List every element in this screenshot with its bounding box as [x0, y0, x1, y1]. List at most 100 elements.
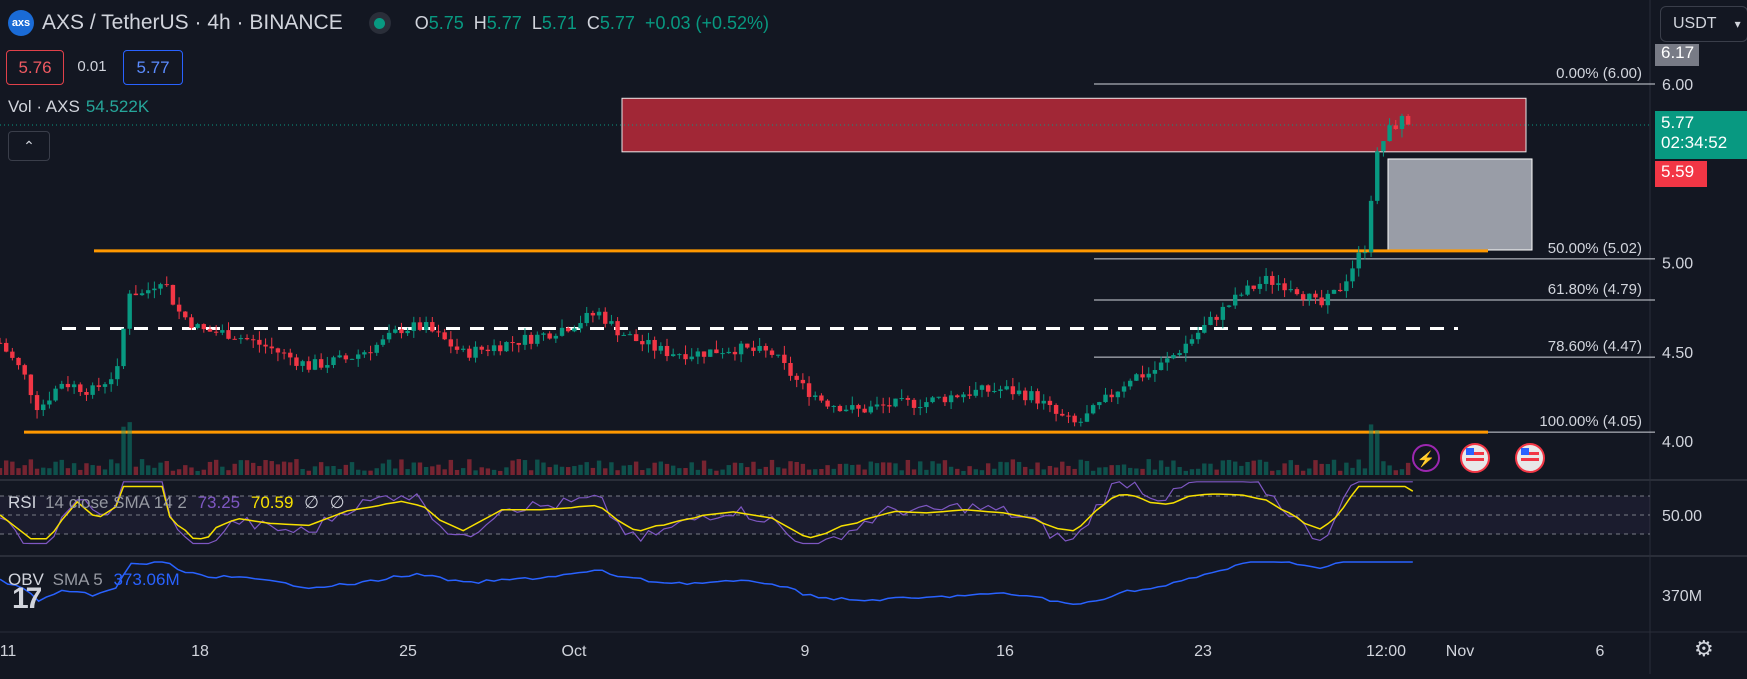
- candle-body: [615, 321, 620, 336]
- candle-body: [461, 348, 466, 350]
- volume-bar: [800, 463, 806, 475]
- volume-bar: [695, 469, 701, 475]
- candle-body: [559, 327, 565, 336]
- volume-bar: [1245, 461, 1250, 475]
- volume-bar: [732, 462, 738, 475]
- rsi-legend[interactable]: RSI 14 close SMA 14 2 73.25 70.59 ∅ ∅: [8, 493, 345, 513]
- time-axis-label: 6: [1596, 643, 1605, 660]
- obv-legend[interactable]: OBV SMA 5 373.06M: [8, 570, 180, 590]
- candle-body: [1029, 391, 1034, 401]
- volume-bar: [615, 470, 620, 475]
- candle-body: [510, 342, 515, 344]
- gear-icon[interactable]: ⚙: [1694, 636, 1714, 661]
- candle-body: [399, 329, 404, 334]
- volume-bar: [1090, 470, 1096, 475]
- volume-bar: [942, 460, 948, 475]
- candle-body: [127, 293, 132, 329]
- candle-body: [504, 342, 509, 352]
- candle-body: [133, 293, 139, 296]
- candle-body: [689, 356, 694, 360]
- candle-body: [609, 321, 614, 324]
- tradingview-logo-icon[interactable]: 17: [12, 582, 42, 615]
- volume-bar: [28, 459, 34, 475]
- candle-body: [714, 349, 719, 354]
- volume-bar: [356, 469, 361, 475]
- candle-body: [627, 334, 633, 336]
- volume-bar: [621, 465, 626, 475]
- candle-body: [1177, 353, 1182, 356]
- collapse-legend-button[interactable]: ⌃: [8, 131, 50, 161]
- volume-bar: [1053, 467, 1059, 475]
- volume-bar: [516, 459, 521, 475]
- volume-bar: [47, 468, 52, 475]
- volume-bar: [1115, 465, 1121, 475]
- candle-body: [47, 400, 52, 405]
- volume-bar: [152, 467, 157, 475]
- currency-selector[interactable]: USDT ▾: [1660, 6, 1747, 42]
- candle-body: [294, 357, 299, 366]
- buy-button[interactable]: 5.77: [123, 50, 183, 85]
- volume-bar: [1146, 459, 1151, 475]
- volume-bar: [757, 468, 762, 475]
- volume-bar: [22, 465, 27, 475]
- volume-bar: [998, 461, 1003, 475]
- candle-body: [34, 395, 40, 411]
- volume-bar: [843, 463, 849, 475]
- candle-body: [467, 348, 472, 358]
- time-axis-label: 12:00: [1366, 643, 1406, 660]
- candle-body: [71, 384, 77, 388]
- chevron-up-icon: ⌃: [23, 137, 35, 154]
- candle-body: [751, 347, 756, 351]
- volume-bar: [288, 462, 293, 475]
- candle-body: [726, 351, 731, 354]
- candle-body: [288, 352, 293, 358]
- candle-body: [924, 402, 929, 408]
- volume-bar: [1078, 459, 1083, 475]
- volume-bar: [176, 469, 182, 475]
- candle-body: [1288, 289, 1293, 291]
- candle-body: [677, 354, 682, 356]
- candle-body: [337, 355, 342, 358]
- candle-body: [1300, 294, 1306, 300]
- candle-body: [1356, 252, 1361, 269]
- volume-bar: [1097, 467, 1102, 475]
- candle-body: [942, 396, 948, 403]
- candle-body: [708, 349, 713, 357]
- candle-body: [1023, 390, 1028, 401]
- volume-bar: [1294, 464, 1300, 475]
- volume-bar: [349, 462, 355, 475]
- volume-bar: [158, 462, 163, 475]
- candle-body: [436, 331, 441, 333]
- candle-body: [170, 284, 176, 305]
- volume-bar: [454, 469, 460, 475]
- volume-legend[interactable]: Vol · AXS 54.522K: [8, 97, 149, 117]
- volume-bar: [220, 466, 225, 475]
- candle-body: [720, 353, 725, 355]
- symbol-title[interactable]: AXS / TetherUS · 4h · BINANCE: [42, 11, 343, 34]
- volume-bar: [979, 470, 985, 475]
- candle-body: [90, 385, 95, 395]
- candle-body: [442, 332, 447, 340]
- candle-body: [1010, 386, 1016, 395]
- volume-value: 54.522K: [85, 97, 150, 116]
- sell-button[interactable]: 5.76: [6, 50, 64, 85]
- volume-bar: [1202, 463, 1207, 475]
- market-status-icon[interactable]: [368, 12, 391, 34]
- candle-body: [825, 400, 830, 407]
- volume-bar: [430, 466, 435, 475]
- volume-bar: [578, 464, 583, 475]
- resistance-zone: [621, 97, 1527, 153]
- time-axis-label: 23: [1194, 643, 1212, 660]
- volume-bar: [498, 470, 503, 475]
- candle-body: [794, 375, 799, 380]
- candle-body: [473, 346, 478, 358]
- candle-body: [380, 339, 386, 345]
- volume-bar: [1387, 465, 1392, 475]
- candle-body: [1195, 332, 1201, 340]
- candle-body: [843, 409, 849, 412]
- candle-body: [263, 344, 268, 347]
- us-flag-event-icon: [1521, 448, 1529, 455]
- candle-body: [1233, 294, 1238, 306]
